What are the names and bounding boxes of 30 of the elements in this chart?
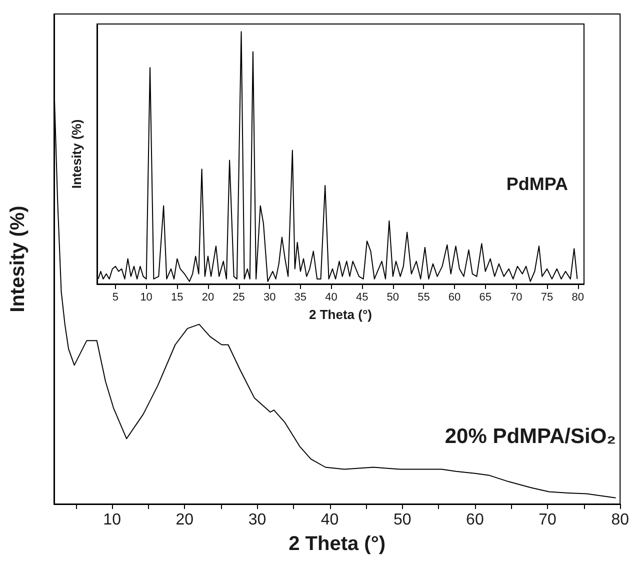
x-tick-label: 20: [202, 292, 214, 304]
annotation: 20% PdMPA/SiO₂: [444, 425, 616, 448]
y-axis-title: Intesity (%): [7, 206, 29, 312]
x-tick-label: 50: [393, 512, 412, 528]
annotation: PdMPA: [506, 174, 568, 194]
x-tick-label: 55: [418, 292, 430, 304]
x-tick-label: 30: [263, 292, 276, 304]
x-tick-label: 15: [171, 292, 184, 304]
x-tick-label: 50: [386, 292, 400, 304]
x-axis-title: 2 Theta (°): [288, 533, 386, 555]
x-tick-label: 60: [466, 512, 484, 528]
x-tick-label: 25: [232, 292, 245, 304]
x-tick-label: 70: [510, 292, 522, 304]
x-axis-title: 2 Theta (°): [309, 306, 372, 322]
x-tick-label: 65: [479, 292, 492, 304]
x-tick-label: 35: [294, 292, 307, 304]
x-tick-label: 40: [320, 512, 339, 528]
x-tick-label: 60: [448, 292, 461, 304]
x-tick-label: 5: [112, 292, 119, 304]
x-tick-label: 80: [572, 292, 584, 304]
x-tick-label: 45: [356, 292, 368, 304]
x-tick-label: 20: [176, 512, 194, 528]
x-tick-label: 70: [538, 512, 557, 528]
y-axis-title: Intesity (%): [69, 119, 84, 189]
x-tick-label: 80: [611, 512, 630, 528]
x-tick-label: 10: [103, 512, 122, 528]
x-tick-label: 40: [325, 292, 338, 304]
x-tick-label: 75: [540, 292, 554, 304]
x-tick-label: 10: [140, 292, 152, 304]
x-tick-label: 30: [248, 512, 266, 528]
